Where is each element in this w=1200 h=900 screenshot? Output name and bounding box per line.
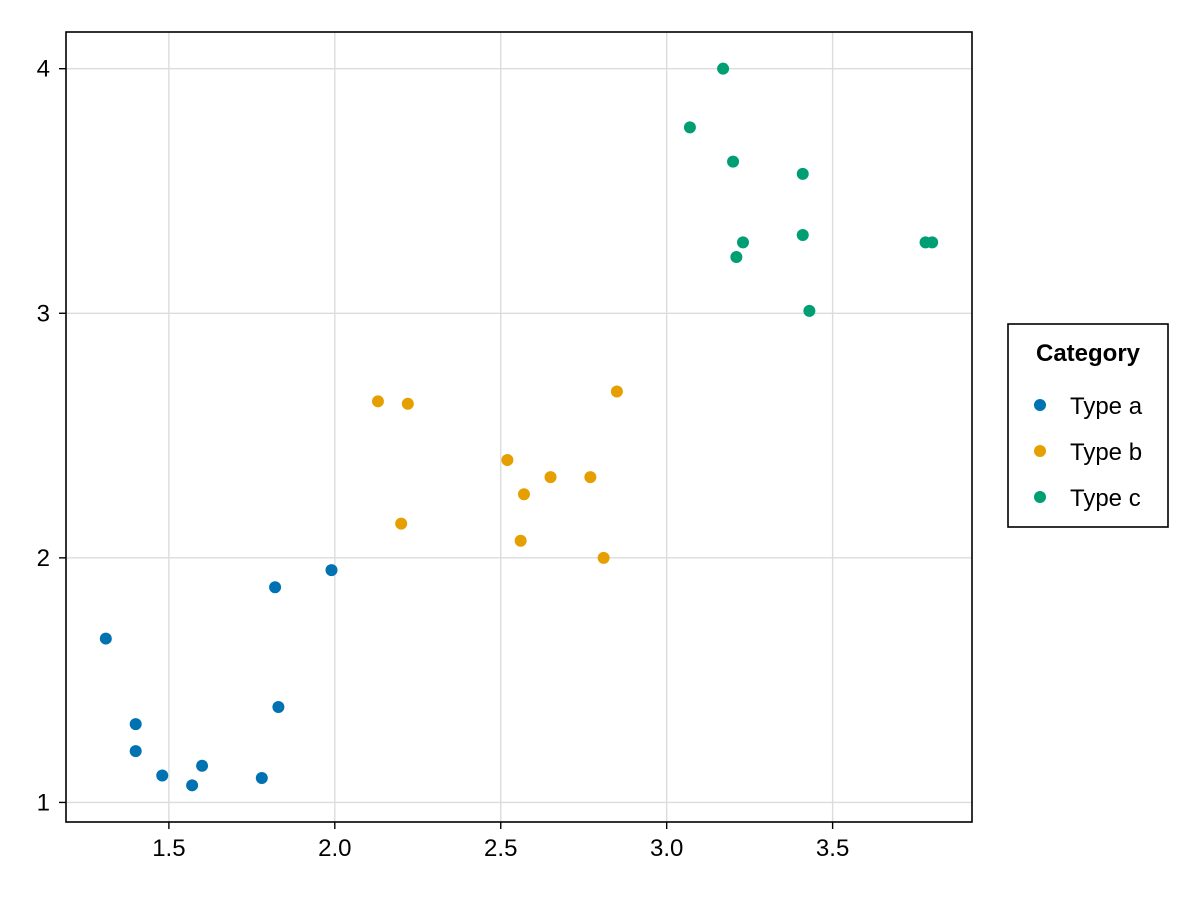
- data-point-type-b: [501, 454, 514, 467]
- legend-marker-type-c: [1034, 491, 1046, 503]
- legend: Category Type a Type b Type c: [1007, 323, 1169, 528]
- x-tick-label: 3.5: [816, 835, 849, 862]
- data-point-type-b: [610, 385, 623, 398]
- data-point-type-b: [597, 551, 610, 564]
- data-point-type-b: [584, 471, 597, 484]
- y-tick-label: 2: [37, 545, 50, 572]
- legend-items: Type a Type b Type c: [1034, 393, 1143, 512]
- data-points: [99, 62, 939, 792]
- legend-marker-type-a: [1034, 399, 1046, 411]
- data-point-type-b: [544, 471, 557, 484]
- y-tick-label: 1: [37, 789, 50, 816]
- y-tick-label: 3: [37, 300, 50, 327]
- data-point-type-c: [926, 236, 939, 249]
- x-tick-label: 3.0: [650, 835, 683, 862]
- data-point-type-c: [727, 155, 740, 168]
- data-point-type-a: [325, 564, 338, 577]
- legend-label-type-b: Type b: [1070, 439, 1142, 466]
- data-point-type-a: [269, 581, 282, 594]
- legend-box: [1007, 323, 1169, 528]
- data-point-type-c: [796, 229, 809, 242]
- data-point-type-b: [371, 395, 384, 408]
- data-point-type-a: [156, 769, 169, 782]
- grid-lines: [66, 32, 972, 822]
- data-point-type-a: [99, 632, 112, 645]
- data-point-type-b: [517, 488, 530, 501]
- data-point-type-b: [395, 517, 408, 530]
- data-point-type-a: [186, 779, 199, 792]
- axis-ticks: 1.5 2.0 2.5 3.0 3.5 1 2 3 4: [37, 56, 850, 862]
- data-point-type-a: [129, 718, 142, 731]
- x-tick-label: 2.5: [484, 835, 517, 862]
- data-point-type-a: [129, 745, 142, 758]
- legend-label-type-a: Type a: [1070, 393, 1143, 420]
- x-tick-label: 1.5: [152, 835, 185, 862]
- data-point-type-a: [196, 759, 209, 772]
- y-tick-label: 4: [37, 56, 50, 83]
- legend-marker-type-b: [1034, 445, 1046, 457]
- plot-frame: [65, 31, 973, 823]
- data-point-type-c: [730, 251, 743, 264]
- data-point-type-a: [272, 701, 285, 714]
- data-point-type-c: [683, 121, 696, 134]
- data-point-type-a: [255, 771, 268, 784]
- data-point-type-c: [803, 304, 816, 317]
- x-tick-label: 2.0: [318, 835, 351, 862]
- data-point-type-c: [737, 236, 750, 249]
- data-point-type-c: [796, 167, 809, 180]
- legend-title: Category: [1036, 340, 1141, 367]
- legend-label-type-c: Type c: [1070, 485, 1141, 512]
- data-point-type-b: [401, 397, 414, 410]
- data-point-type-c: [717, 62, 730, 75]
- data-point-type-b: [514, 534, 527, 547]
